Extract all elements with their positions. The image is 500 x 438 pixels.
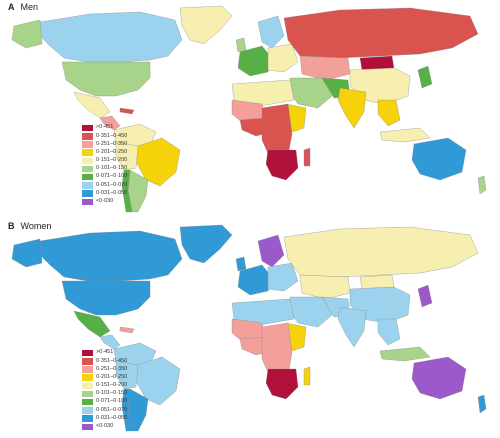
legend-swatch bbox=[82, 133, 93, 140]
region-mongolia bbox=[359, 274, 395, 290]
region-western-europe bbox=[237, 264, 273, 296]
region-north-africa bbox=[231, 79, 295, 107]
panel-title-women: B Women bbox=[8, 221, 52, 231]
region-eastern-europe bbox=[267, 262, 299, 292]
region-southern-africa bbox=[265, 149, 299, 181]
legend-item: 0·031–0·050 bbox=[82, 190, 127, 198]
region-mongolia bbox=[359, 55, 395, 71]
region-uk bbox=[235, 256, 247, 272]
region-australia bbox=[411, 356, 467, 400]
legend-item: >0·451 bbox=[82, 349, 127, 357]
region-alaska bbox=[11, 19, 43, 49]
region-central-asia bbox=[299, 274, 351, 300]
legend-swatch bbox=[82, 415, 93, 422]
region-new-zealand bbox=[477, 175, 487, 195]
legend-swatch bbox=[82, 165, 93, 173]
legend-swatch bbox=[82, 423, 93, 431]
region-caribbean bbox=[119, 107, 135, 115]
region-usa bbox=[61, 280, 151, 316]
legend-swatch bbox=[82, 349, 93, 357]
region-chile bbox=[121, 388, 133, 432]
region-scandinavia bbox=[257, 234, 285, 268]
legend-item: <0·030 bbox=[82, 423, 127, 431]
region-central-asia bbox=[299, 55, 351, 81]
legend-swatch bbox=[82, 124, 93, 132]
legend-swatch bbox=[82, 398, 93, 406]
legend-item: 0·151–0·200 bbox=[82, 382, 127, 390]
region-indonesia bbox=[379, 346, 431, 362]
region-japan bbox=[417, 284, 433, 308]
legend-item: 0·031–0·050 bbox=[82, 415, 127, 423]
region-madagascar bbox=[303, 147, 311, 167]
region-eastern-europe bbox=[267, 43, 299, 73]
region-chile bbox=[121, 169, 133, 213]
map-panel-men: A Men >0·451 0·351–0·450 0·251–0·350 0·20… bbox=[8, 2, 487, 213]
region-india bbox=[337, 306, 367, 348]
legend-swatch bbox=[82, 407, 93, 414]
legend-item: 0·071–0·100 bbox=[82, 173, 127, 181]
legend-swatch bbox=[82, 390, 93, 398]
region-caribbean bbox=[119, 326, 135, 334]
legend-swatch bbox=[82, 358, 93, 365]
region-central-america bbox=[99, 334, 121, 350]
map-panel-women: B Women >0·451 0·351–0·450 0·251–0·350 0·… bbox=[0, 219, 500, 438]
legend-item: 0·201–0·250 bbox=[82, 149, 127, 157]
legend-item: 0·201–0·250 bbox=[82, 374, 127, 382]
legend-swatch bbox=[82, 182, 93, 189]
region-russia bbox=[283, 7, 479, 59]
legend-swatch bbox=[82, 366, 93, 373]
region-india bbox=[337, 87, 367, 129]
region-peru-bolivia bbox=[115, 360, 139, 390]
region-greenland bbox=[179, 224, 233, 264]
region-australia bbox=[411, 137, 467, 181]
legend-swatch bbox=[82, 198, 93, 206]
legend-swatch bbox=[82, 141, 93, 148]
legend-item: 0·351–0·450 bbox=[82, 132, 127, 140]
legend-swatch bbox=[82, 157, 93, 165]
region-usa bbox=[61, 61, 151, 97]
region-new-zealand bbox=[477, 394, 487, 414]
region-indonesia bbox=[379, 127, 431, 143]
panel-title-men: A Men bbox=[8, 2, 39, 12]
region-southeast-asia bbox=[377, 99, 401, 127]
region-canada bbox=[39, 230, 183, 282]
region-canada bbox=[39, 11, 183, 63]
legend-item: <0·030 bbox=[82, 198, 127, 206]
legend-swatch bbox=[82, 149, 93, 156]
legend-women: >0·451 0·351–0·450 0·251–0·350 0·201–0·2… bbox=[82, 349, 127, 431]
legend-item: 0·101–0·150 bbox=[82, 390, 127, 398]
legend-item: 0·251–0·350 bbox=[82, 365, 127, 373]
legend-men: >0·451 0·351–0·450 0·251–0·350 0·201–0·2… bbox=[82, 124, 127, 206]
legend-item: 0·351–0·450 bbox=[82, 357, 127, 365]
region-madagascar bbox=[303, 366, 311, 386]
region-japan bbox=[417, 65, 433, 89]
region-uk bbox=[235, 37, 247, 53]
region-alaska bbox=[11, 238, 43, 268]
region-southern-africa bbox=[265, 368, 299, 400]
region-southeast-asia bbox=[377, 318, 401, 346]
region-greenland bbox=[179, 5, 233, 45]
legend-item: 0·071–0·100 bbox=[82, 398, 127, 406]
region-north-africa bbox=[231, 298, 295, 326]
legend-swatch bbox=[82, 173, 93, 181]
legend-swatch bbox=[82, 382, 93, 390]
legend-swatch bbox=[82, 190, 93, 197]
legend-item: 0·051–0·070 bbox=[82, 181, 127, 189]
region-peru-bolivia bbox=[115, 141, 139, 171]
world-map-men bbox=[11, 5, 487, 213]
legend-item: >0·451 bbox=[82, 124, 127, 132]
legend-item: 0·251–0·350 bbox=[82, 140, 127, 148]
region-russia bbox=[283, 226, 479, 278]
region-brazil bbox=[135, 137, 181, 187]
region-brazil bbox=[135, 356, 181, 406]
region-scandinavia bbox=[257, 15, 285, 49]
world-map-women bbox=[11, 224, 487, 432]
region-western-europe bbox=[237, 45, 273, 77]
legend-item: 0·051–0·070 bbox=[82, 406, 127, 414]
legend-item: 0·101–0·150 bbox=[82, 165, 127, 173]
legend-swatch bbox=[82, 374, 93, 381]
legend-item: 0·151–0·200 bbox=[82, 157, 127, 165]
region-central-america bbox=[99, 115, 121, 131]
